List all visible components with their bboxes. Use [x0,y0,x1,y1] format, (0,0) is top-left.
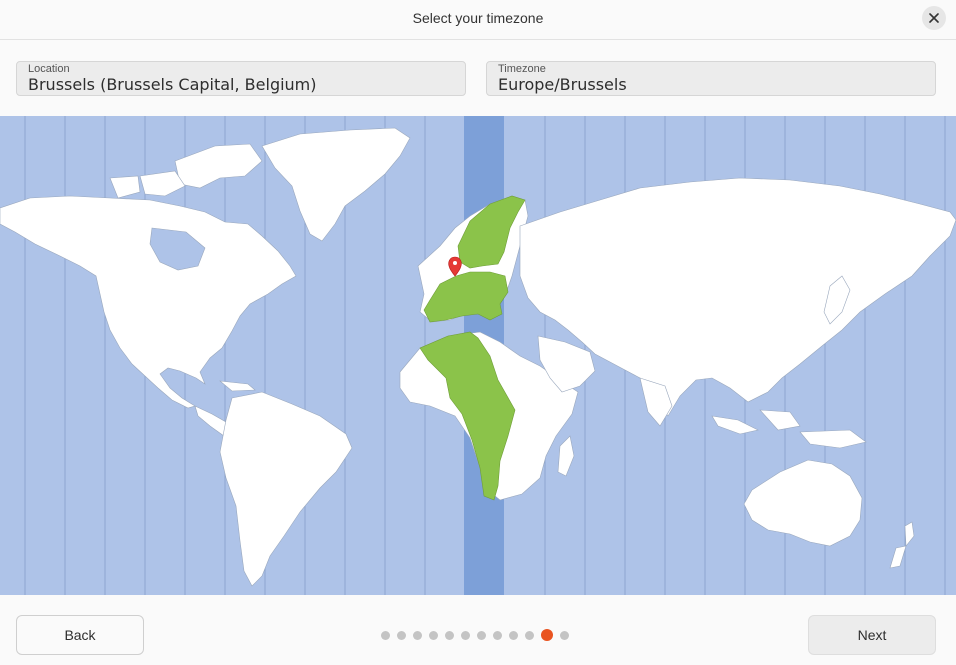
progress-dot [397,630,406,640]
progress-dot [413,630,422,640]
progress-dot [477,630,486,640]
timezone-map[interactable] [0,116,956,595]
header-bar: Select your timezone [0,0,956,40]
timezone-label: Timezone [498,63,546,75]
location-label: Location [28,63,70,75]
location-field[interactable]: Location [16,61,466,96]
progress-dot [461,630,470,640]
progress-dots [381,629,569,641]
progress-dot [509,630,518,640]
selected-region [419,195,526,501]
world-map[interactable] [0,116,956,595]
progress-dot [445,630,454,640]
close-button[interactable] [922,6,946,30]
progress-dot [525,630,534,640]
progress-dot [560,630,569,640]
progress-dot [429,630,438,640]
location-input[interactable] [28,74,456,94]
timezone-input[interactable] [498,74,926,94]
progress-dot-active [541,629,553,641]
location-pin-icon [448,256,462,277]
progress-dot [493,630,502,640]
timezone-field[interactable]: Timezone [486,61,936,96]
next-button[interactable]: Next [808,615,936,655]
close-icon [929,13,939,23]
window-title: Select your timezone [412,10,544,26]
progress-dot [381,630,390,640]
back-button[interactable]: Back [16,615,144,655]
